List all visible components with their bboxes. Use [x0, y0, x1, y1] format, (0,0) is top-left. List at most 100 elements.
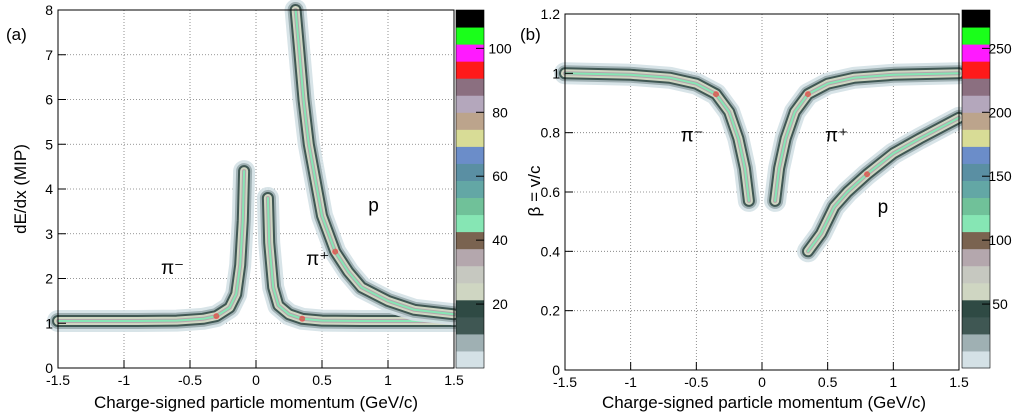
panel-b-y-ticks: 0 0.2 0.4 0.6 0.8 1 1.2 — [541, 6, 573, 378]
y-tick-label: 6 — [45, 92, 53, 108]
colorbar-swatch — [456, 316, 484, 335]
x-tick-label: 0.5 — [312, 372, 332, 388]
colorbar-swatch — [962, 10, 990, 28]
colorbar-swatch — [962, 197, 990, 216]
colorbar-swatch — [456, 44, 484, 62]
colorbar-swatch — [962, 231, 990, 250]
colorbar-swatch — [456, 282, 484, 301]
colorbar-swatch — [962, 333, 990, 352]
y-tick-label: 0.6 — [541, 184, 561, 200]
y-tick-label: 1 — [552, 65, 560, 81]
colorbar-tick-label: 150 — [988, 168, 1012, 184]
panel-a: (a) -1.5 -1 -0.5 0 0.5 1 1.5 0 1 2 3 4 5 6 7 8 Charge-… — [6, 0, 512, 412]
y-tick-label: 0.4 — [541, 243, 561, 259]
panel-a-x-ticks: -1.5 -1 -0.5 0 0.5 1 1.5 — [46, 360, 464, 388]
colorbar-swatch — [456, 78, 484, 96]
y-tick-label: 1 — [45, 315, 53, 331]
y-tick-label: 4 — [45, 181, 53, 197]
x-tick-label: -1.5 — [46, 372, 70, 388]
x-tick-label: 1.5 — [949, 374, 969, 390]
panel-a-colorbar: 20 40 60 80 100 — [455, 9, 512, 369]
panel-b-heatmap — [554, 62, 970, 263]
colorbar-swatch — [456, 10, 484, 28]
colorbar-swatch — [456, 197, 484, 216]
panel-a-label-pi-minus: π⁻ — [161, 258, 184, 279]
colorbar-tick-label: 80 — [492, 104, 508, 120]
band-2-hotspot — [332, 248, 339, 255]
y-tick-label: 0.2 — [541, 303, 561, 319]
colorbar-swatch — [962, 146, 990, 164]
x-tick-label: -1.5 — [553, 374, 577, 390]
panel-b-grid — [565, 14, 959, 370]
colorbar-swatch — [962, 112, 990, 130]
panel-b-label-pi-minus: π⁻ — [681, 126, 704, 147]
colorbar-swatch — [962, 299, 990, 318]
panel-a-x-axis-title: Charge-signed particle momentum (GeV/c) — [94, 393, 418, 412]
panel-a-label-pi-plus: π⁺ — [306, 249, 329, 270]
band-2-hotspot — [864, 171, 871, 178]
y-tick-label: 2 — [45, 271, 53, 287]
colorbar-swatch — [456, 163, 484, 181]
y-tick-label: 8 — [45, 2, 53, 18]
colorbar-swatch — [456, 146, 484, 164]
colorbar-tick-label: 50 — [992, 296, 1008, 312]
band-0-hotspot — [713, 91, 720, 98]
panel-a-y-ticks: 0 1 2 3 4 5 6 7 8 — [45, 2, 66, 376]
colorbar-frame — [455, 9, 485, 369]
y-tick-label: 5 — [45, 136, 53, 152]
colorbar-swatch — [962, 180, 990, 199]
colorbar-swatch — [962, 78, 990, 96]
colorbar-tick-label: 60 — [492, 168, 508, 184]
colorbar-tick-label: 100 — [988, 232, 1012, 248]
panel-b: (b) -1.5 -1 -0.5 0 0.5 1 1.5 0 0.2 0.4 0.6 0.8 1 1.2… — [520, 6, 1012, 412]
panel-a-y-axis-title: dE/dx (MIP) — [11, 144, 30, 234]
x-tick-label: 1 — [889, 374, 897, 390]
colorbar-swatch — [962, 282, 990, 301]
colorbar-swatch — [456, 265, 484, 284]
y-tick-label: 0 — [552, 362, 560, 378]
x-tick-label: -0.5 — [178, 372, 202, 388]
y-tick-label: 0 — [45, 360, 53, 376]
x-tick-label: -1 — [624, 374, 637, 390]
colorbar-swatch — [962, 265, 990, 284]
colorbar-tick-label: 200 — [988, 104, 1012, 120]
panel-b-label-pi-plus: π⁺ — [825, 126, 848, 147]
colorbar-swatch — [456, 112, 484, 130]
panel-a-label-proton: p — [368, 195, 379, 216]
panel-b-tag: (b) — [520, 25, 541, 44]
colorbar-tick-label: 40 — [492, 232, 508, 248]
x-tick-label: 0 — [252, 372, 260, 388]
band-1-hotspot — [299, 315, 306, 322]
panel-b-x-ticks: -1.5 -1 -0.5 0 0.5 1 1.5 — [553, 362, 969, 390]
x-tick-label: 0 — [758, 374, 766, 390]
colorbar-swatch — [456, 27, 484, 45]
colorbar-swatch — [962, 163, 990, 181]
y-tick-label: 1.2 — [541, 6, 561, 22]
colorbar-swatch — [962, 61, 990, 79]
colorbar-swatch — [456, 129, 484, 147]
band-2-layer-5 — [807, 116, 960, 253]
colorbar-swatch — [456, 333, 484, 352]
x-tick-label: -0.5 — [684, 374, 708, 390]
colorbar-swatch — [456, 248, 484, 267]
panel-b-colorbar: 50 100 150 200 250 — [961, 9, 1012, 369]
colorbar-swatch — [456, 231, 484, 250]
colorbar-tick-label: 100 — [488, 40, 512, 56]
panel-b-label-proton: p — [878, 197, 889, 218]
colorbar-swatch — [456, 95, 484, 113]
panel-a-tag: (a) — [6, 25, 27, 44]
colorbar-swatch — [962, 214, 990, 233]
colorbar-swatch — [456, 214, 484, 233]
x-tick-label: -1 — [118, 372, 131, 388]
colorbar-swatch — [962, 44, 990, 62]
colorbar-swatch — [456, 180, 484, 199]
colorbar-swatch — [456, 61, 484, 79]
colorbar-tick-label: 250 — [988, 40, 1012, 56]
y-tick-label: 0.8 — [541, 125, 561, 141]
band-0-hotspot — [213, 313, 220, 320]
panel-b-x-axis-title: Charge-signed particle momentum (GeV/c) — [602, 393, 926, 412]
y-tick-label: 3 — [45, 226, 53, 242]
colorbar-swatch — [962, 27, 990, 45]
colorbar-swatch — [456, 299, 484, 318]
colorbar-swatch — [962, 129, 990, 147]
